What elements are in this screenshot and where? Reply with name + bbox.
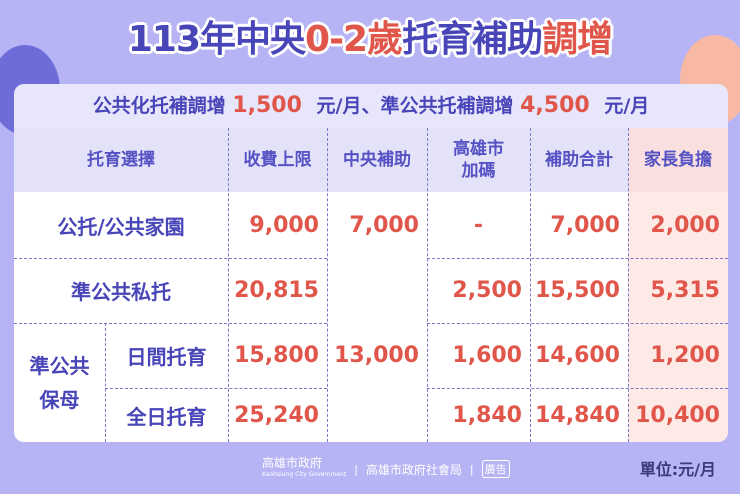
parent-column-bg [628, 192, 728, 442]
header-option: 托育選擇 [14, 128, 228, 192]
page-title: 113年中央0-2歲托育補助調增 [127, 19, 613, 60]
cell-central: 7,000 [349, 212, 419, 238]
divider [530, 128, 531, 442]
separator: | [354, 462, 358, 476]
divider [427, 258, 728, 259]
header-parent: 家長負擔 [628, 128, 728, 192]
cell-parent: 2,000 [650, 212, 720, 238]
divider [228, 128, 229, 442]
footer-logos: 高雄市政府 Kaohsiung City Government | 高雄市政府社會… [262, 456, 510, 480]
ad-badge: 廣告 [481, 460, 510, 478]
header-city: 高雄市加碼 [427, 128, 530, 192]
unit-label: 單位:元/月 [639, 460, 716, 479]
row-label-daytime: 日間托育 [126, 345, 207, 369]
subsidy-table: 托育選擇 收費上限 中央補助 高雄市加碼 補助合計 家長負擔 公托/公共家園 9… [14, 128, 728, 442]
divider [14, 258, 327, 259]
cell-parent: 5,315 [650, 278, 720, 303]
kaohsiung-gov-logo: 高雄市政府 Kaohsiung City Government [262, 456, 347, 478]
divider [327, 128, 328, 442]
cell-total: 14,600 [535, 343, 620, 368]
row-label-public: 公托/公共家園 [57, 214, 185, 239]
cell-fee: 15,800 [234, 343, 319, 368]
cell-fee: 20,815 [234, 278, 319, 303]
cell-city: 2,500 [452, 278, 522, 303]
cell-fee: 9,000 [249, 212, 319, 238]
divider [14, 323, 327, 324]
cell-city: 1,840 [452, 402, 522, 428]
cell-city: 1,600 [452, 343, 522, 368]
row-group-nanny: 準公共保母 [29, 353, 90, 412]
divider [105, 388, 327, 389]
divider [427, 128, 428, 442]
divider [427, 388, 728, 389]
cell-parent: 10,400 [635, 402, 720, 428]
social-affairs-bureau-logo: 高雄市政府社會局 [365, 462, 462, 477]
row-label-quasi-private: 準公共私托 [71, 280, 171, 304]
separator: | [469, 462, 474, 476]
cell-central-shared: 13,000 [334, 343, 419, 368]
header-total: 補助合計 [530, 128, 628, 192]
row-label-fullday: 全日托育 [126, 404, 207, 429]
cell-total: 15,500 [535, 278, 620, 303]
cell-total: 7,000 [550, 212, 620, 238]
divider [105, 323, 106, 442]
header-central: 中央補助 [327, 128, 427, 192]
cell-city: - [473, 212, 484, 238]
divider [427, 323, 728, 324]
divider [628, 128, 629, 442]
cell-total: 14,840 [535, 402, 620, 428]
subtitle: 公共化托補調增 1,500 元/月、準公共托補調增 4,500 元/月 [14, 84, 728, 128]
cell-fee: 25,240 [234, 402, 319, 428]
header-fee-cap: 收費上限 [228, 128, 327, 192]
cell-parent: 1,200 [650, 343, 720, 368]
